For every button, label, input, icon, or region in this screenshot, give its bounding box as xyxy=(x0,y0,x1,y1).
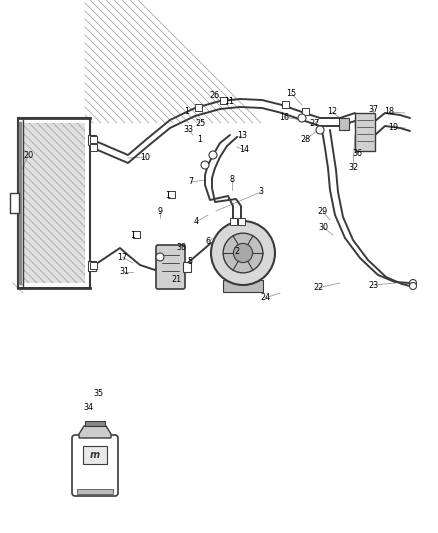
Circle shape xyxy=(316,126,324,134)
Text: 16: 16 xyxy=(279,112,289,122)
Bar xyxy=(230,218,237,225)
Text: 8: 8 xyxy=(230,175,234,184)
Text: 28: 28 xyxy=(300,135,310,144)
FancyBboxPatch shape xyxy=(156,245,185,289)
Bar xyxy=(133,231,140,238)
Bar xyxy=(90,262,97,269)
Bar xyxy=(355,113,375,151)
Text: 34: 34 xyxy=(83,403,93,413)
Text: 6: 6 xyxy=(205,238,211,246)
Bar xyxy=(282,101,289,108)
Circle shape xyxy=(410,279,417,287)
Text: 27: 27 xyxy=(310,118,320,127)
Bar xyxy=(85,421,105,426)
Circle shape xyxy=(201,161,209,169)
Text: 36: 36 xyxy=(352,149,362,157)
Text: 12: 12 xyxy=(327,108,337,117)
Bar xyxy=(18,118,90,288)
Text: 23: 23 xyxy=(368,280,378,289)
Text: 22: 22 xyxy=(313,284,323,293)
Bar xyxy=(223,280,263,292)
Text: 7: 7 xyxy=(188,177,194,187)
Text: 1: 1 xyxy=(184,108,190,117)
Text: 18: 18 xyxy=(384,108,394,117)
Text: 19: 19 xyxy=(388,123,398,132)
Text: 17: 17 xyxy=(117,253,127,262)
Text: 1: 1 xyxy=(131,230,135,239)
Bar xyxy=(88,135,96,145)
Bar xyxy=(339,118,349,130)
Text: 1: 1 xyxy=(198,135,202,144)
Text: 10: 10 xyxy=(140,152,150,161)
Circle shape xyxy=(156,253,164,261)
Circle shape xyxy=(298,114,306,122)
Text: 29: 29 xyxy=(318,207,328,216)
Text: 38: 38 xyxy=(176,243,186,252)
Text: 20: 20 xyxy=(23,151,33,160)
Text: 3: 3 xyxy=(258,188,264,197)
Text: 13: 13 xyxy=(237,132,247,141)
Circle shape xyxy=(233,244,253,263)
Bar xyxy=(238,218,245,225)
Text: 15: 15 xyxy=(286,88,296,98)
Text: 35: 35 xyxy=(93,389,103,398)
Bar xyxy=(77,489,113,494)
Bar xyxy=(88,261,96,271)
Polygon shape xyxy=(79,426,111,438)
Bar xyxy=(220,97,227,104)
Circle shape xyxy=(223,233,263,273)
FancyBboxPatch shape xyxy=(72,435,118,496)
Text: 4: 4 xyxy=(194,217,198,227)
Bar xyxy=(168,191,175,198)
Text: m: m xyxy=(90,450,100,460)
Bar xyxy=(183,262,191,272)
Bar xyxy=(90,136,97,143)
Text: 25: 25 xyxy=(195,119,205,128)
Text: 33: 33 xyxy=(183,125,193,133)
Bar xyxy=(302,108,309,115)
Text: 26: 26 xyxy=(209,92,219,101)
Text: 30: 30 xyxy=(318,222,328,231)
Bar xyxy=(23,123,85,283)
Text: 9: 9 xyxy=(157,207,162,216)
Text: 37: 37 xyxy=(368,104,378,114)
Circle shape xyxy=(211,221,275,285)
Text: 14: 14 xyxy=(239,146,249,155)
Text: 21: 21 xyxy=(171,276,181,285)
Text: 32: 32 xyxy=(348,164,358,173)
Circle shape xyxy=(410,282,417,289)
Circle shape xyxy=(209,151,217,159)
Text: 2: 2 xyxy=(234,247,240,256)
Text: 11: 11 xyxy=(224,96,234,106)
Text: 24: 24 xyxy=(260,294,270,303)
Text: 31: 31 xyxy=(119,268,129,277)
Bar xyxy=(10,193,19,213)
Bar xyxy=(83,446,107,464)
Text: 5: 5 xyxy=(187,257,193,266)
Text: 1: 1 xyxy=(166,190,170,199)
Bar xyxy=(90,144,97,151)
Bar xyxy=(195,104,202,111)
